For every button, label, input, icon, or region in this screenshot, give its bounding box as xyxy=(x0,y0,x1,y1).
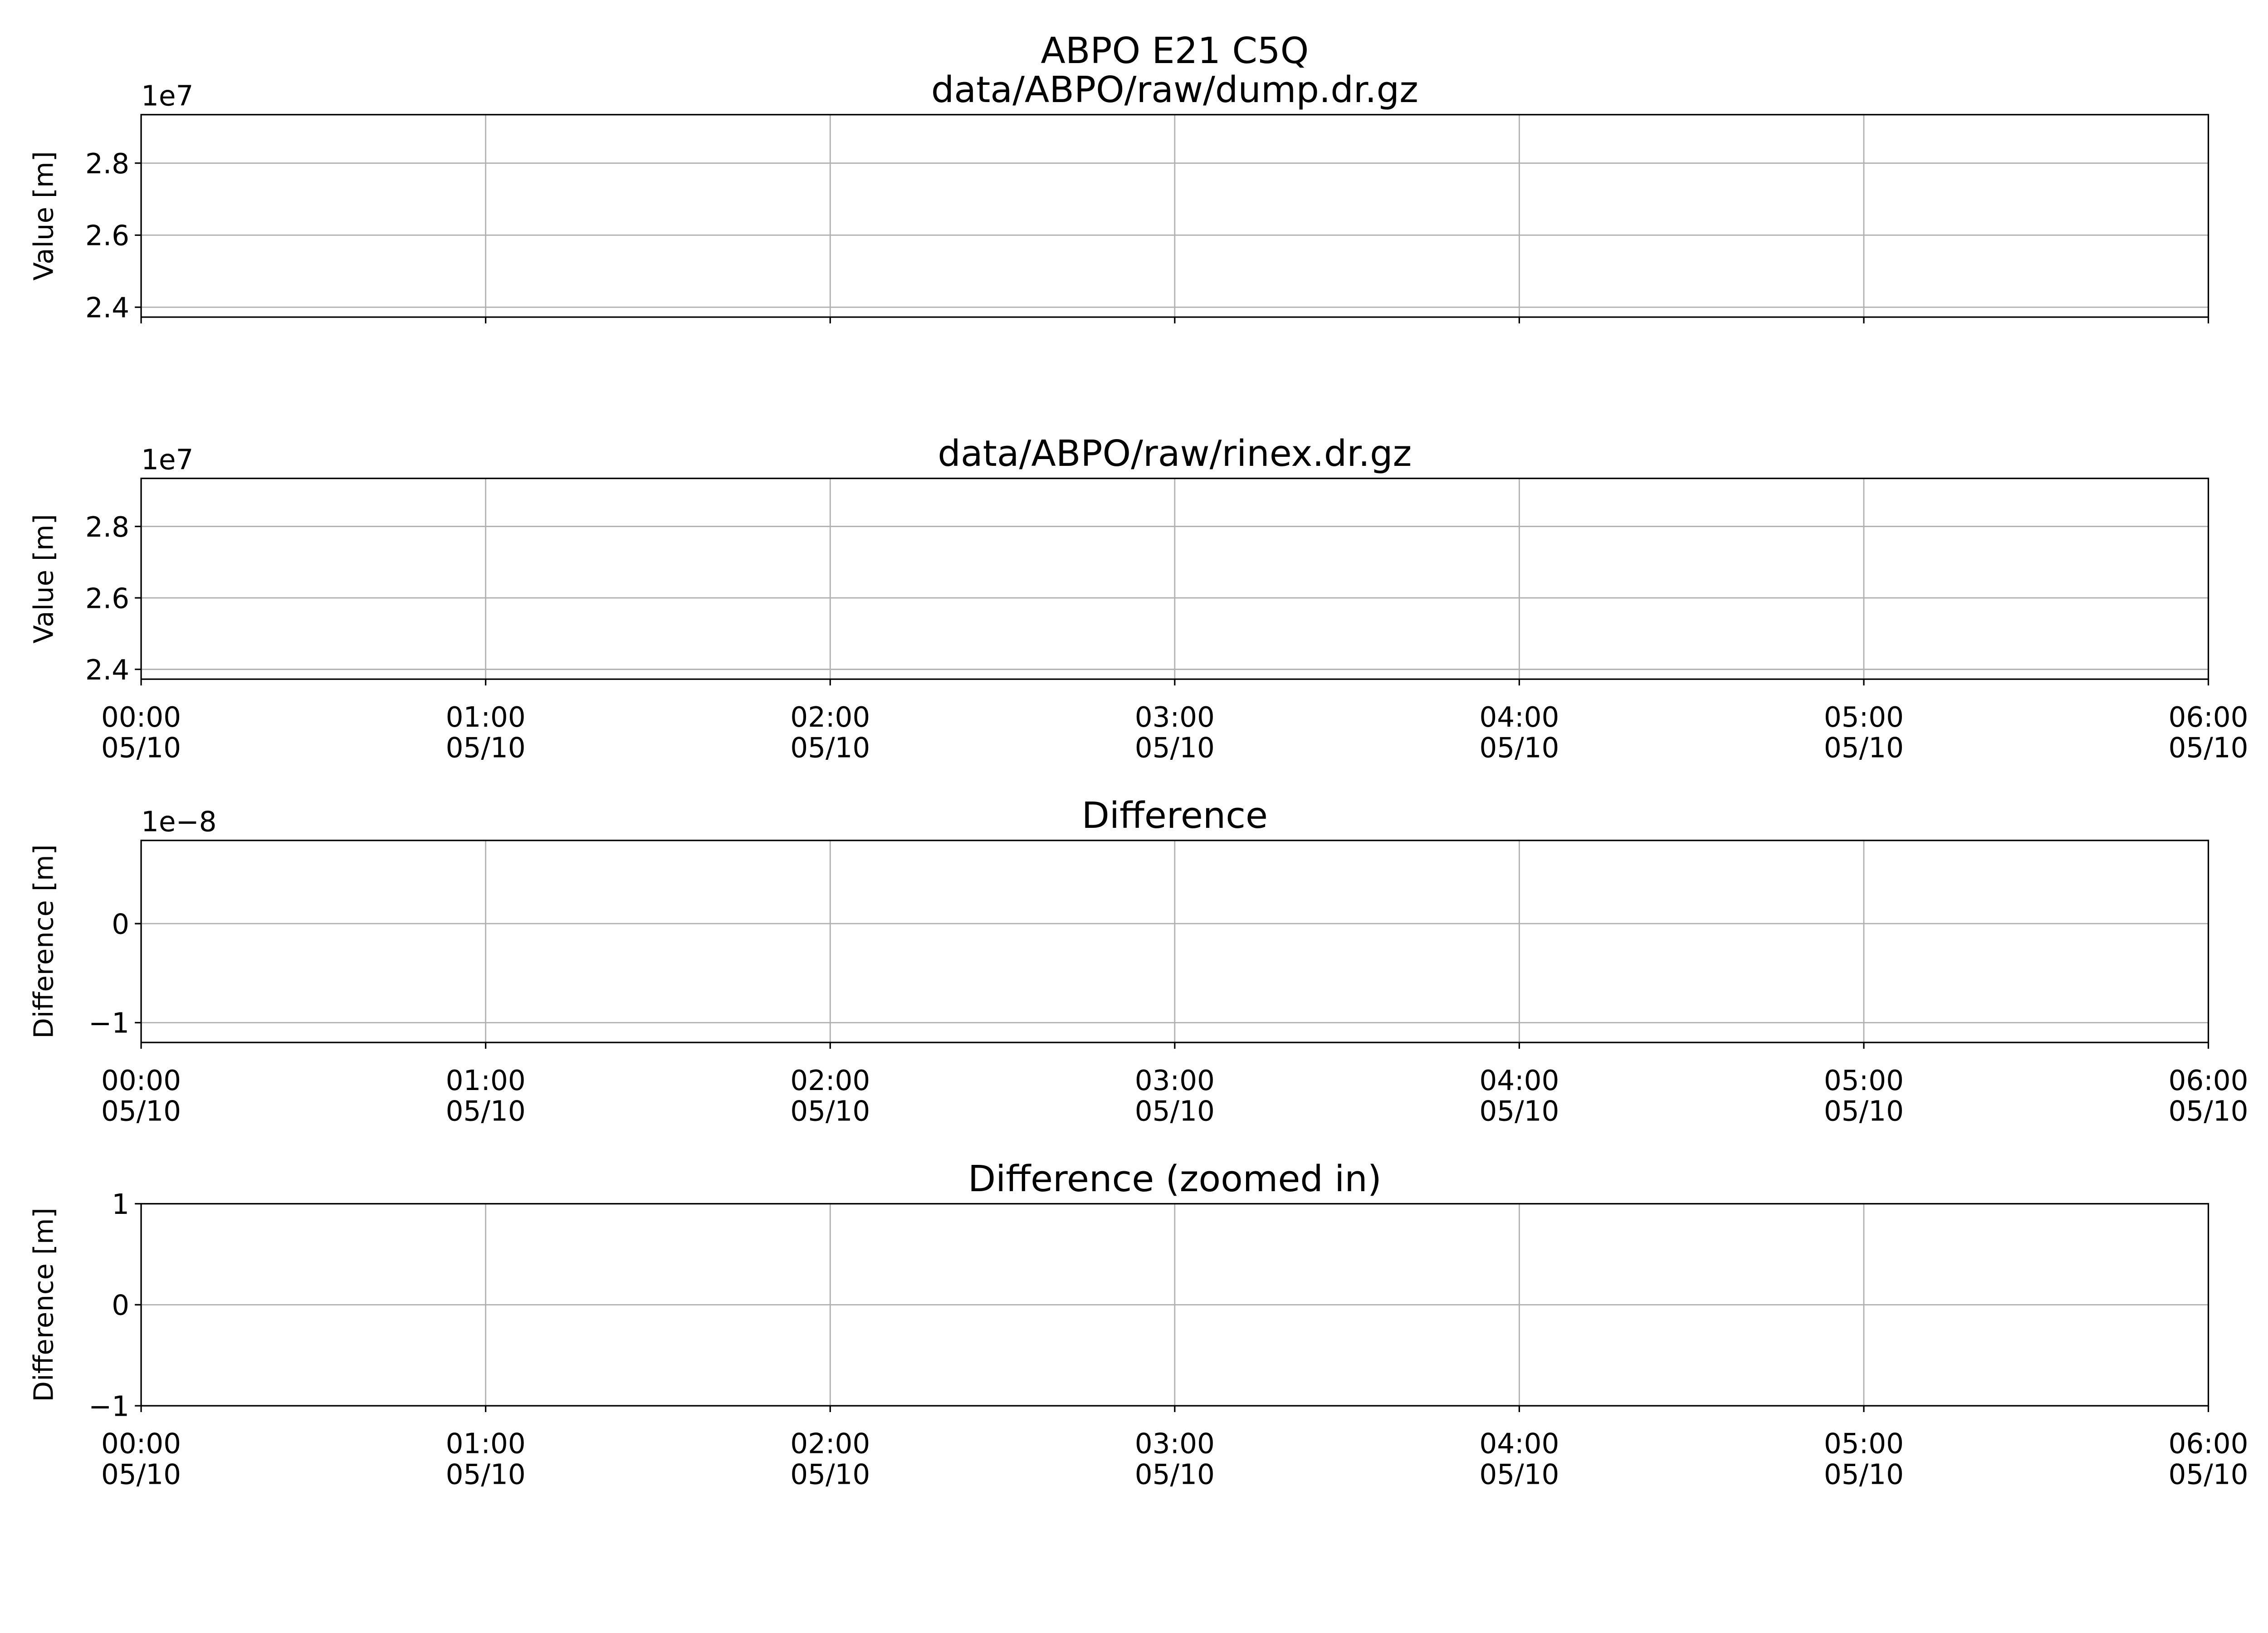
x-tick-date-label: 05/10 xyxy=(1479,1458,1559,1491)
x-tick-date-label: 05/10 xyxy=(2168,1095,2248,1127)
x-tick-date-label: 05/10 xyxy=(790,732,870,764)
x-tick-label: 06:00 xyxy=(2168,701,2248,733)
x-tick-date-label: 05/10 xyxy=(1824,1095,1904,1127)
x-tick-date-label: 05/10 xyxy=(101,1095,181,1127)
x-tick-label: 03:00 xyxy=(1135,1428,1215,1460)
subplot-title: data/ABPO/raw/rinex.dr.gz xyxy=(938,432,1412,474)
subplot-title: ABPO E21 C5Q xyxy=(1041,29,1309,72)
x-tick-date-label: 05/10 xyxy=(101,732,181,764)
x-tick-label: 04:00 xyxy=(1479,701,1559,733)
x-tick-label: 00:00 xyxy=(101,701,181,733)
x-tick-date-label: 05/10 xyxy=(1135,732,1215,764)
x-tick-date-label: 05/10 xyxy=(446,732,526,764)
x-tick-label: 02:00 xyxy=(790,1428,870,1460)
x-tick-label: 02:00 xyxy=(790,701,870,733)
x-tick-date-label: 05/10 xyxy=(790,1458,870,1491)
y-axis-label: Value [m] xyxy=(28,514,59,644)
x-tick-label: 05:00 xyxy=(1824,1428,1904,1460)
y-tick-label: 2.4 xyxy=(85,654,129,686)
x-tick-date-label: 05/10 xyxy=(446,1095,526,1127)
axes-frame xyxy=(140,114,2209,318)
x-tick-label: 01:00 xyxy=(446,1065,526,1097)
y-tick-label: 2.8 xyxy=(85,511,129,543)
subplot-title: Difference (zoomed in) xyxy=(968,1158,1382,1200)
x-tick-date-label: 05/10 xyxy=(1479,732,1559,764)
y-tick-label: 2.6 xyxy=(85,220,129,252)
x-tick-label: 00:00 xyxy=(101,1065,181,1097)
y-tick-label: 0 xyxy=(112,1290,129,1322)
x-tick-label: 04:00 xyxy=(1479,1065,1559,1097)
y-tick-label: 2.4 xyxy=(85,292,129,324)
y-tick-label: 2.8 xyxy=(85,148,129,180)
x-tick-label: 01:00 xyxy=(446,1428,526,1460)
axes-frame xyxy=(140,478,2209,680)
subplot-title: Difference xyxy=(1082,794,1268,836)
y-tick-label: −1 xyxy=(88,1390,129,1423)
x-tick-label: 06:00 xyxy=(2168,1428,2248,1460)
x-tick-label: 05:00 xyxy=(1824,1065,1904,1097)
x-tick-date-label: 05/10 xyxy=(1824,1458,1904,1491)
y-offset-text: 1e7 xyxy=(141,80,193,112)
x-tick-label: 03:00 xyxy=(1135,1065,1215,1097)
x-tick-date-label: 05/10 xyxy=(1135,1095,1215,1127)
x-tick-label: 00:00 xyxy=(101,1428,181,1460)
x-tick-label: 02:00 xyxy=(790,1065,870,1097)
x-tick-date-label: 05/10 xyxy=(101,1458,181,1491)
y-axis-label: Difference [m] xyxy=(28,1208,59,1402)
axes-frame xyxy=(140,840,2209,1043)
x-tick-date-label: 05/10 xyxy=(446,1458,526,1491)
subplot-title: data/ABPO/raw/dump.dr.gz xyxy=(931,68,1418,111)
y-tick-label: 1 xyxy=(112,1188,129,1221)
y-axis-label: Value [m] xyxy=(28,151,59,280)
y-offset-text: 1e−8 xyxy=(141,806,217,838)
y-offset-text: 1e7 xyxy=(141,444,193,476)
y-tick-label: 0 xyxy=(112,908,129,940)
x-tick-date-label: 05/10 xyxy=(790,1095,870,1127)
x-tick-date-label: 05/10 xyxy=(2168,1458,2248,1491)
y-axis-label: Difference [m] xyxy=(28,844,59,1038)
x-tick-date-label: 05/10 xyxy=(2168,732,2248,764)
x-tick-date-label: 05/10 xyxy=(1479,1095,1559,1127)
axes-frame xyxy=(140,1203,2209,1407)
x-tick-label: 06:00 xyxy=(2168,1065,2248,1097)
x-tick-label: 05:00 xyxy=(1824,701,1904,733)
y-tick-label: 2.6 xyxy=(85,582,129,615)
x-tick-label: 04:00 xyxy=(1479,1428,1559,1460)
x-tick-date-label: 05/10 xyxy=(1135,1458,1215,1491)
x-tick-label: 01:00 xyxy=(446,701,526,733)
x-tick-label: 03:00 xyxy=(1135,701,1215,733)
x-tick-date-label: 05/10 xyxy=(1824,732,1904,764)
y-tick-label: −1 xyxy=(88,1007,129,1040)
